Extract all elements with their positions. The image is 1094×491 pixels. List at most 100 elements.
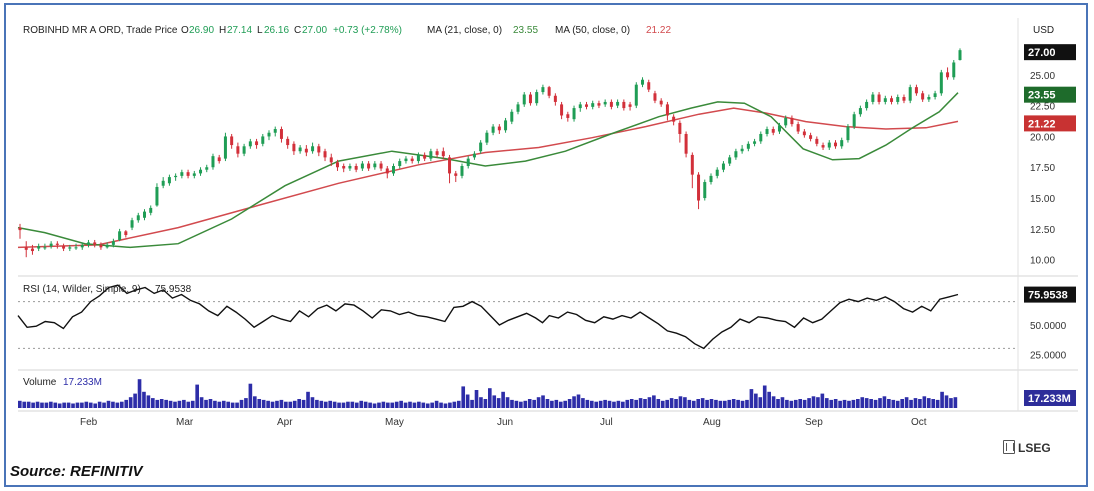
candle-body (373, 163, 377, 168)
candle (678, 120, 682, 143)
volume-bar (18, 400, 22, 408)
candle-body (130, 220, 134, 228)
month-tick-label: Jun (497, 417, 513, 428)
volume-bar (536, 397, 541, 408)
candle-body (684, 133, 688, 154)
candle (136, 212, 140, 223)
tradingview-logo-icon (1003, 440, 1015, 454)
candle (217, 154, 221, 164)
volume-bar (625, 399, 630, 408)
month-tick-label: Oct (911, 417, 927, 428)
candle-body (317, 146, 321, 153)
candle-body (111, 241, 115, 245)
candle-body (740, 148, 744, 152)
candle-body (665, 104, 669, 116)
volume-bar (833, 399, 838, 408)
volume-bar (275, 400, 279, 408)
volume-bar (709, 399, 714, 408)
volume-bar (66, 402, 71, 408)
candle-body (908, 87, 912, 101)
candle (914, 84, 918, 96)
candle-body (784, 117, 788, 126)
volume-bar (762, 385, 767, 408)
candle-body (641, 79, 645, 85)
volume-bar (346, 401, 350, 408)
volume-bar (860, 397, 865, 408)
ma21-tag-bg (1024, 86, 1076, 103)
candle (547, 85, 551, 99)
volume-bar (177, 400, 182, 408)
candle (37, 243, 41, 252)
candle-body (205, 167, 209, 170)
candle-body (584, 104, 588, 107)
candle-body (510, 111, 514, 122)
high-value: 27.14 (227, 25, 252, 36)
candle-body (591, 103, 595, 107)
volume-bar (869, 399, 873, 408)
ma21-value: 23.55 (513, 25, 538, 36)
volume-bar (213, 400, 217, 408)
volume-bar (567, 399, 572, 408)
volume-bar (483, 399, 488, 408)
volume-bar (390, 402, 395, 408)
volume-bar (230, 402, 235, 408)
candle-body (466, 158, 470, 167)
candle-body (298, 147, 302, 152)
candle (846, 124, 850, 143)
volume-bar (678, 396, 683, 408)
volume-bar (151, 398, 155, 408)
candle-body (105, 244, 109, 248)
price-tick-label: 12.50 (1030, 225, 1055, 236)
candle (653, 90, 657, 104)
volume-bar (204, 399, 208, 408)
open-value: 26.90 (189, 25, 214, 36)
candle-body (902, 96, 906, 101)
candle-body (678, 122, 682, 134)
volume-bar (168, 400, 173, 408)
rsi-tick-label: 25.0000 (1030, 350, 1067, 361)
candle-body (124, 231, 128, 236)
volume-bar (57, 403, 62, 408)
candle (541, 84, 545, 95)
candle-body (149, 207, 153, 213)
volume-bar (935, 399, 940, 408)
candle (921, 90, 925, 102)
candle (472, 151, 476, 160)
candle (858, 105, 862, 117)
volume-bar (940, 391, 944, 408)
ma50-label: MA (50, close, 0) (555, 25, 630, 36)
volume-bar (22, 401, 27, 408)
rsi-line (17, 284, 959, 350)
ma50-tag-text: 21.22 (1028, 118, 1056, 130)
candle (491, 124, 495, 136)
volume-bar (541, 395, 545, 408)
candle-body (566, 114, 570, 118)
candle-body (248, 141, 252, 147)
volume-bar (510, 399, 514, 408)
volume-bar (377, 402, 381, 408)
volume-bar (341, 402, 346, 408)
volume-bar (891, 399, 896, 408)
candle (721, 161, 725, 173)
candle-body (827, 142, 831, 148)
candle-body (597, 103, 601, 106)
candle-body (852, 114, 856, 127)
volume-bar (585, 399, 590, 408)
price-tick-label: 17.50 (1030, 163, 1055, 174)
candle (149, 205, 153, 216)
volume-bar (758, 397, 763, 408)
volume-bar (669, 398, 674, 408)
volume-bar (97, 401, 102, 408)
volume-bar (235, 402, 239, 408)
candle-body (622, 101, 626, 109)
volume-bar (26, 401, 31, 408)
volume-bar (190, 400, 195, 408)
volume-bar (40, 402, 44, 408)
candle-body (479, 142, 483, 152)
candle (628, 101, 632, 111)
candle-body (715, 169, 719, 176)
candle-body (609, 101, 613, 107)
candle (155, 183, 159, 207)
volume-bar (417, 401, 421, 408)
volume-value-tag-text: 17.233M (1028, 393, 1071, 405)
